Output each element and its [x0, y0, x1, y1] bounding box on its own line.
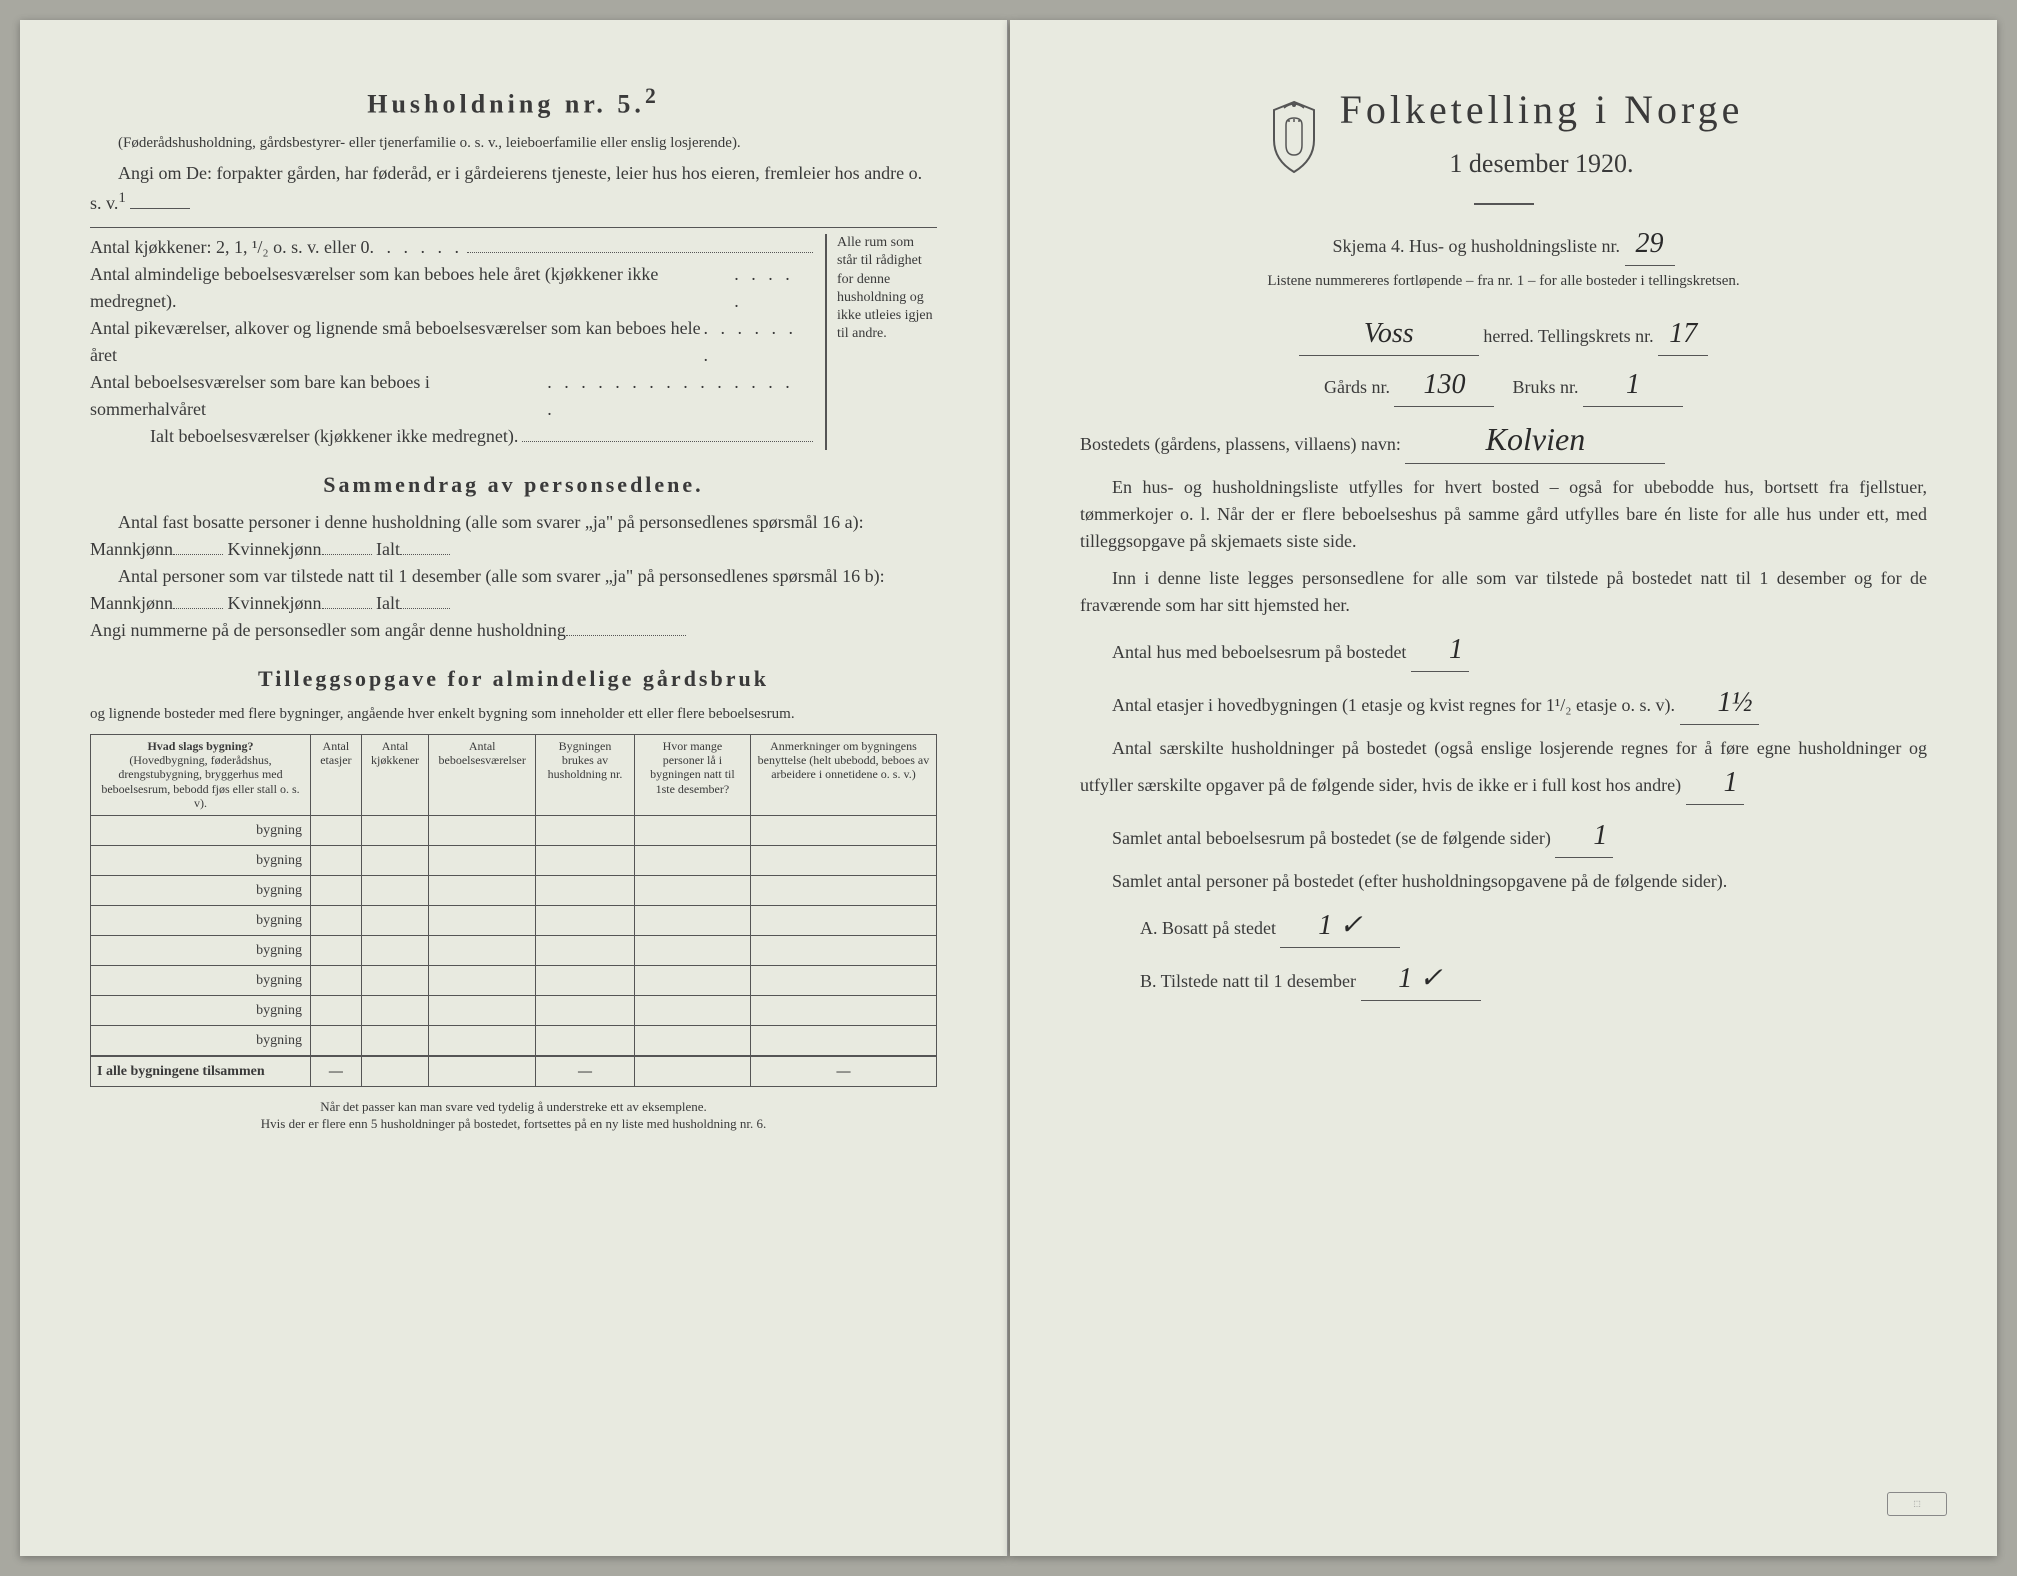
table-row: bygning [91, 935, 937, 965]
bosted-row: Bostedets (gårdens, plassens, villaens) … [1080, 415, 1927, 464]
sommer-row: Antal beboelsesværelser som bare kan beb… [90, 369, 817, 423]
table-row: bygning [91, 845, 937, 875]
angi-num-row: Angi nummerne på de personsedler som ang… [90, 617, 937, 644]
th-kjokkener: Antal kjøkkener [361, 734, 429, 815]
liste-nr-value: 29 [1625, 223, 1675, 266]
antal-hus-row: Antal hus med beboelsesrum på bostedet 1 [1080, 629, 1927, 672]
table-row: bygning [91, 1025, 937, 1056]
a-row: A. Bosatt på stedet 1 ✓ [1140, 905, 1927, 948]
antal-hus-value: 1 [1411, 629, 1469, 672]
saer-value: 1 [1686, 762, 1744, 805]
paragraph-2: Inn i denne liste legges personsedlene f… [1080, 565, 1927, 619]
bosted-value: Kolvien [1405, 415, 1665, 464]
divider [1474, 203, 1534, 205]
document-spread: Husholdning nr. 5.2 (Føderådshusholdning… [20, 20, 1997, 1556]
listene-text: Listene nummereres fortløpende – fra nr.… [1080, 270, 1927, 293]
s1-row: Antal fast bosatte personer i denne hush… [90, 509, 937, 563]
total-label: I alle bygningene tilsammen [91, 1056, 311, 1087]
alm-bebo-row: Antal almindelige beboelsesværelser som … [90, 261, 817, 315]
footnote-1: Når det passer kan man svare ved tydelig… [90, 1099, 937, 1133]
th-etasjer: Antal etasjer [310, 734, 361, 815]
title-block: Folketelling i Norge 1 desember 1920. [1080, 80, 1927, 195]
sub5-text: (Føderådshusholdning, gårdsbestyrer- ell… [90, 132, 937, 155]
room-block: Antal kjøkkener: 2, 1, ¹/₂ o. s. v. elle… [90, 227, 937, 450]
angi-om: Angi om De: forpakter gården, har føderå… [90, 160, 937, 217]
a-value: 1 ✓ [1280, 905, 1400, 948]
sidebar-note: Alle rum som står til rådighet for denne… [827, 234, 937, 450]
pike-row: Antal pikeværelser, alkover og lignende … [90, 315, 817, 369]
etasjer-row: Antal etasjer i hovedbygningen (1 etasje… [1080, 682, 1927, 725]
printer-stamp: ⬚ [1887, 1492, 1947, 1516]
total-row: I alle bygningene tilsammen ——— [91, 1056, 937, 1087]
tillegg-sub: og lignende bosteder med flere bygninger… [90, 703, 937, 726]
table-row: bygning [91, 815, 937, 845]
skjema-row: Skjema 4. Hus- og husholdningsliste nr. … [1080, 223, 1927, 266]
heading-husholdning-5: Husholdning nr. 5.2 [90, 80, 937, 124]
herred-value: Voss [1299, 313, 1479, 356]
b-value: 1 ✓ [1361, 958, 1481, 1001]
tillegg-heading: Tilleggsopgave for almindelige gårdsbruk [90, 662, 937, 695]
bygning-table: Hvad slags bygning?(Hovedbygning, føderå… [90, 734, 937, 1087]
ialt-row: Ialt beboelsesværelser (kjøkkener ikke m… [150, 423, 817, 450]
kjokkener-row: Antal kjøkkener: 2, 1, ¹/₂ o. s. v. elle… [90, 234, 817, 261]
table-row: bygning [91, 965, 937, 995]
samlet-pers-row: Samlet antal personer på bostedet (efter… [1080, 868, 1927, 895]
gards-row: Gårds nr. 130 Bruks nr. 1 [1080, 364, 1927, 407]
left-page: Husholdning nr. 5.2 (Føderådshusholdning… [20, 20, 1008, 1556]
th-hushold: Bygningen brukes av husholdning nr. [536, 734, 635, 815]
th-personer: Hvor mange personer lå i bygningen natt … [634, 734, 750, 815]
table-row: bygning [91, 905, 937, 935]
gards-nr-value: 130 [1394, 364, 1494, 407]
saer-row: Antal særskilte husholdninger på bostede… [1080, 735, 1927, 805]
table-row: bygning [91, 995, 937, 1025]
coat-of-arms-icon [1264, 100, 1324, 175]
sammendrag-heading: Sammendrag av personsedlene. [90, 468, 937, 501]
th-vaerelser: Antal beboelsesværelser [429, 734, 536, 815]
table-row: bygning [91, 875, 937, 905]
paragraph-1: En hus- og husholdningsliste utfylles fo… [1080, 474, 1927, 555]
main-title: Folketelling i Norge [1340, 80, 1744, 140]
th-bygning: Hvad slags bygning?(Hovedbygning, føderå… [91, 734, 311, 815]
herred-row: Voss herred. Tellingskrets nr. 17 [1080, 313, 1927, 356]
etasjer-value: 1½ [1680, 682, 1759, 725]
s2-row: Antal personer som var tilstede natt til… [90, 563, 937, 617]
table-header-row: Hvad slags bygning?(Hovedbygning, føderå… [91, 734, 937, 815]
th-anm: Anmerkninger om bygningens benyttelse (h… [750, 734, 936, 815]
right-page: Folketelling i Norge 1 desember 1920. Sk… [1010, 20, 1997, 1556]
krets-nr-value: 17 [1658, 313, 1708, 356]
b-row: B. Tilstede natt til 1 desember 1 ✓ [1140, 958, 1927, 1001]
samlet-rum-value: 1 [1555, 815, 1613, 858]
bruks-nr-value: 1 [1583, 364, 1683, 407]
samlet-rum-row: Samlet antal beboelsesrum på bostedet (s… [1080, 815, 1927, 858]
sub-title: 1 desember 1920. [1340, 144, 1744, 183]
